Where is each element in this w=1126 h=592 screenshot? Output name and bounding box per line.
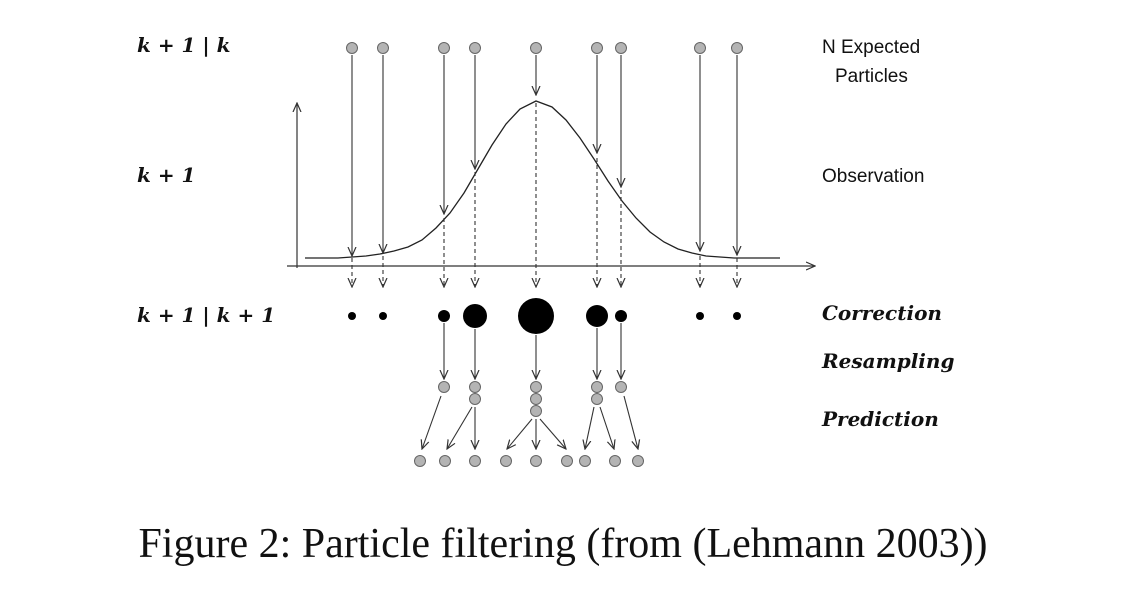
label-resampling: Resampling [821, 349, 954, 373]
label-observation: Observation [822, 166, 924, 187]
weight-arrows [352, 103, 737, 287]
prior-particle [346, 42, 358, 54]
prior-particle [591, 42, 603, 54]
weighted-particle [463, 304, 487, 328]
resampling-arrows [444, 323, 621, 379]
label-expected-line2: Particles [835, 66, 908, 87]
prior-particle [530, 42, 542, 54]
prior-particle [694, 42, 706, 54]
predicted-particles [414, 455, 644, 467]
weighted-particle [696, 312, 704, 320]
resampled-particle [530, 381, 542, 393]
resampled-particle [469, 381, 481, 393]
figure-caption: Figure 2: Particle filtering (from (Lehm… [138, 521, 988, 567]
resampled-particle [469, 393, 481, 405]
resampled-particle [530, 393, 542, 405]
resampled-particle [615, 381, 627, 393]
prior-particle [469, 42, 481, 54]
likelihood-arrows [352, 55, 737, 256]
prior-particles [346, 42, 743, 54]
predicted-particle [609, 455, 621, 467]
resampled-particle [591, 381, 603, 393]
resampled-particle [438, 381, 450, 393]
weighted-particle [586, 305, 608, 327]
weighted-particles [348, 298, 741, 334]
predicted-particle [469, 455, 481, 467]
axes [287, 103, 815, 268]
prior-particle [615, 42, 627, 54]
weighted-particle [348, 312, 356, 320]
prior-particle [377, 42, 389, 54]
prior-particle [731, 42, 743, 54]
label-expected-line1: N Expected [822, 37, 920, 58]
predicted-particle [500, 455, 512, 467]
predicted-particle [414, 455, 426, 467]
weighted-particle [379, 312, 387, 320]
predicted-particle [579, 455, 591, 467]
weighted-particle [438, 310, 450, 322]
prediction-arrows [422, 395, 638, 449]
label-correction: Correction [822, 301, 942, 325]
resampled-particle [530, 405, 542, 417]
prior-particle [438, 42, 450, 54]
resampled-particle [591, 393, 603, 405]
predicted-particle [530, 455, 542, 467]
row-label-posterior: k + 1 | k + 1 [137, 303, 275, 327]
likelihood-curve [305, 100, 780, 259]
row-label-observation: k + 1 [137, 163, 195, 187]
label-prediction: Prediction [821, 407, 939, 431]
weighted-particle [518, 298, 554, 334]
particle-filter-diagram: k + 1 | k k + 1 k + 1 | k + 1 N Expected… [137, 33, 954, 467]
predicted-particle [439, 455, 451, 467]
row-label-prior: k + 1 | k [137, 33, 231, 57]
predicted-particle [561, 455, 573, 467]
resampled-particles [438, 381, 627, 417]
predicted-particle [632, 455, 644, 467]
weighted-particle [733, 312, 741, 320]
weighted-particle [615, 310, 627, 322]
